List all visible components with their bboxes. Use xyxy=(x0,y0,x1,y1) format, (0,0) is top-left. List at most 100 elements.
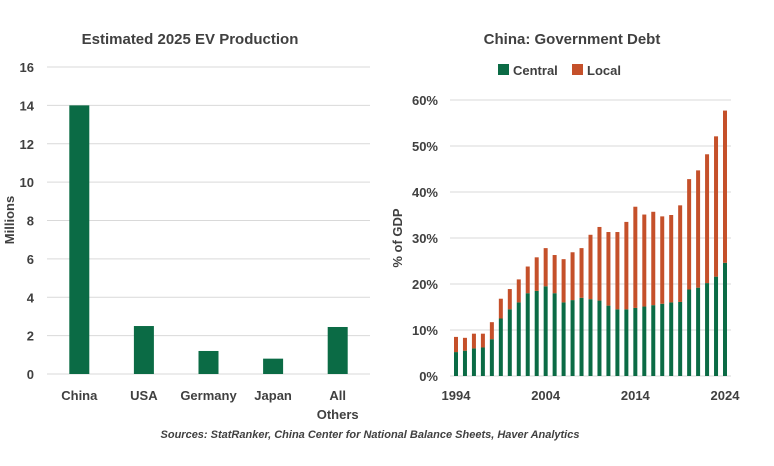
debt-bar-local xyxy=(480,333,485,348)
debt-bar-local xyxy=(543,248,548,287)
debt-bar-central xyxy=(642,306,647,376)
debt-bar-local xyxy=(525,266,530,294)
ev-y-tick-label: 0 xyxy=(27,367,34,382)
debt-bar-central xyxy=(552,293,557,376)
ev-x-tick-label: Japan xyxy=(254,388,292,403)
debt-bar-central xyxy=(660,303,665,376)
debt-bar-local xyxy=(687,179,692,290)
debt-bar-local xyxy=(705,154,710,284)
debt-chart-title: China: Government Debt xyxy=(484,31,661,48)
debt-bar-local xyxy=(498,298,503,319)
debt-bar-central xyxy=(462,350,467,376)
debt-bar-local xyxy=(669,215,674,303)
china-debt-chart: China: Government Debt Central Local % o… xyxy=(390,31,740,403)
debt-y-tick-label: 40% xyxy=(412,185,438,200)
debt-x-tick-label: 2004 xyxy=(531,388,561,403)
ev-gridlines xyxy=(47,66,370,375)
ev-chart-title: Estimated 2025 EV Production xyxy=(82,31,299,48)
debt-bar-local xyxy=(615,232,620,310)
debt-y-axis-label: % of GDP xyxy=(390,208,405,268)
ev-y-ticks: 0 2 4 6 8 10 12 14 16 xyxy=(20,60,35,382)
debt-bar-local xyxy=(624,221,629,310)
debt-bar-central xyxy=(723,262,727,376)
debt-x-tick-label: 2024 xyxy=(711,388,741,403)
debt-bar-central xyxy=(454,352,458,376)
ev-x-tick-label: USA xyxy=(130,388,158,403)
ev-bar xyxy=(133,326,154,374)
debt-bar-local xyxy=(714,136,719,277)
debt-bar-local xyxy=(651,211,656,306)
debt-y-tick-label: 10% xyxy=(412,323,438,338)
debt-bar-local xyxy=(507,289,512,310)
ev-x-ticks: China USA Germany Japan All Others xyxy=(61,388,358,422)
debt-bar-central xyxy=(624,309,629,376)
debt-bar-local xyxy=(552,255,557,294)
debt-y-ticks: 0% 10% 20% 30% 40% 50% 60% xyxy=(412,93,438,384)
debt-bar-local xyxy=(678,205,683,302)
ev-bar xyxy=(198,350,219,374)
debt-bar-central xyxy=(669,302,674,376)
debt-x-tick-label: 2014 xyxy=(621,388,651,403)
debt-bar-central xyxy=(498,318,503,376)
debt-bar-central xyxy=(570,300,575,376)
ev-y-tick-label: 16 xyxy=(20,60,34,75)
ev-y-tick-label: 14 xyxy=(20,98,35,113)
debt-bar-local xyxy=(489,322,494,340)
debt-bar-central xyxy=(606,305,611,376)
debt-bar-central xyxy=(615,309,620,376)
legend-local-label: Local xyxy=(587,63,621,78)
debt-bar-local xyxy=(471,333,476,349)
ev-y-tick-label: 8 xyxy=(27,214,34,229)
debt-bar-local xyxy=(588,234,593,300)
debt-bar-local xyxy=(561,259,566,303)
debt-bar-local xyxy=(660,216,665,304)
ev-y-tick-label: 6 xyxy=(27,252,34,267)
debt-x-tick-label: 1994 xyxy=(442,388,472,403)
debt-bar-central xyxy=(471,348,476,376)
debt-y-tick-label: 20% xyxy=(412,277,438,292)
source-note: Sources: StatRanker, China Center for Na… xyxy=(161,429,580,441)
debt-bar-local xyxy=(570,252,575,301)
debt-bars xyxy=(454,110,727,376)
ev-bar xyxy=(327,326,348,374)
ev-production-chart: Estimated 2025 EV Production Millions 0 2… xyxy=(2,31,370,422)
debt-bar-central xyxy=(714,276,719,376)
legend-central-label: Central xyxy=(513,63,558,78)
debt-bar-local xyxy=(606,232,611,306)
ev-y-tick-label: 4 xyxy=(27,290,35,305)
ev-bar xyxy=(69,105,90,374)
debt-bar-local xyxy=(462,337,467,351)
ev-y-tick-label: 10 xyxy=(20,175,34,190)
debt-y-tick-label: 30% xyxy=(412,231,438,246)
debt-bar-central xyxy=(696,287,701,376)
debt-bar-central xyxy=(651,305,656,376)
debt-bar-central xyxy=(597,300,602,376)
debt-bar-local xyxy=(642,214,647,307)
debt-bar-central xyxy=(534,290,539,376)
ev-x-tick-label: China xyxy=(61,388,98,403)
debt-bar-central xyxy=(480,347,485,376)
debt-x-ticks: 1994 2004 2014 2024 xyxy=(442,388,741,403)
debt-bar-local xyxy=(696,170,701,288)
debt-bar-central xyxy=(588,299,593,376)
debt-bar-central xyxy=(525,293,530,376)
ev-bars xyxy=(69,105,348,374)
debt-y-tick-label: 0% xyxy=(419,369,438,384)
legend-central-swatch xyxy=(498,64,509,75)
ev-y-tick-label: 12 xyxy=(20,137,34,152)
ev-x-tick-label: All xyxy=(329,388,346,403)
debt-bar-central xyxy=(678,301,683,376)
ev-y-axis-label: Millions xyxy=(2,196,17,244)
debt-bar-central xyxy=(543,286,548,376)
ev-x-tick-label: Germany xyxy=(180,388,237,403)
debt-y-tick-label: 50% xyxy=(412,139,438,154)
debt-y-tick-label: 60% xyxy=(412,93,438,108)
debt-bar-central xyxy=(507,309,512,376)
debt-bar-central xyxy=(579,297,584,376)
debt-bar-local xyxy=(597,226,602,301)
debt-bar-local xyxy=(723,110,727,263)
ev-x-tick-label: Others xyxy=(317,407,359,422)
debt-bar-local xyxy=(516,279,521,303)
legend-local-swatch xyxy=(572,64,583,75)
